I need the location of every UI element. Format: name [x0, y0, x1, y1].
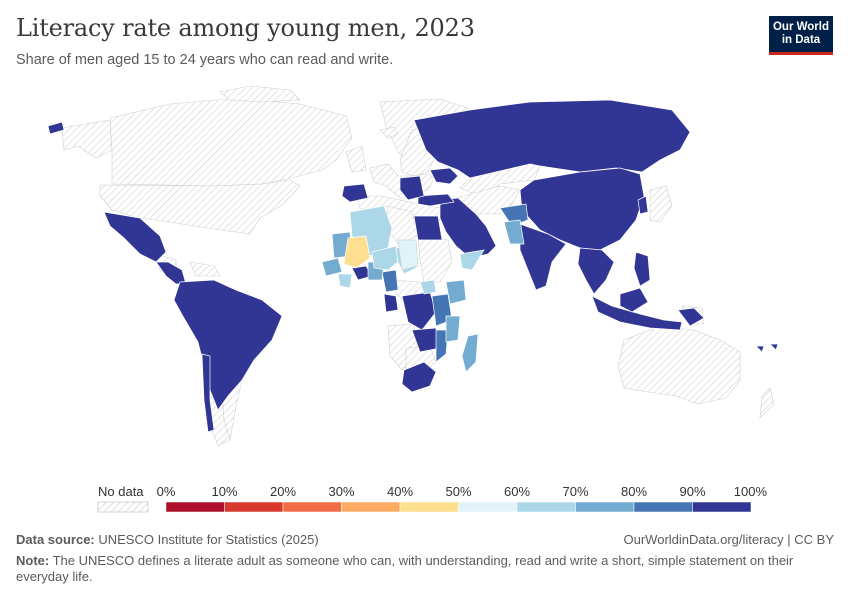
legend-no-data-label: No data	[98, 484, 144, 499]
legend-bin-3[interactable]	[341, 501, 401, 513]
legend-bin-6[interactable]	[516, 501, 576, 513]
region-south-africa[interactable]	[401, 361, 437, 393]
legend-bin-8[interactable]	[633, 501, 693, 513]
region-australia[interactable]	[617, 325, 741, 405]
source-text[interactable]: UNESCO Institute for Statistics (2025)	[94, 532, 319, 547]
region-kenya[interactable]	[419, 279, 437, 295]
logo-line-1: Our World	[772, 21, 829, 33]
legend-bin-1[interactable]	[224, 501, 284, 513]
region-uk[interactable]	[345, 145, 367, 173]
region-new-zealand[interactable]	[759, 387, 775, 419]
legend-bin-4[interactable]	[399, 501, 459, 513]
region-india[interactable]	[519, 223, 567, 291]
region-japan[interactable]	[649, 185, 673, 223]
region-iceland[interactable]	[379, 126, 399, 139]
legend-tick-label: 80%	[621, 484, 647, 499]
region-madagascar[interactable]	[461, 333, 479, 373]
legend-bin-2[interactable]	[282, 501, 342, 513]
chart-subtitle: Share of men aged 15 to 24 years who can…	[16, 52, 394, 68]
region-mozambique[interactable]	[435, 329, 449, 363]
legend-tick-label: 100%	[734, 484, 768, 499]
region-alaska[interactable]	[61, 119, 113, 159]
region-ethiopia[interactable]	[445, 279, 467, 305]
legend-tick-label: 90%	[679, 484, 705, 499]
region-south-america[interactable]	[173, 279, 283, 411]
legend-tick-label: 0%	[157, 484, 176, 499]
legend-no-data-swatch	[97, 501, 149, 513]
region-chile[interactable]	[201, 353, 215, 433]
legend-tick-label: 10%	[211, 484, 237, 499]
region-indonesia[interactable]	[591, 295, 683, 331]
region-southeast-asia[interactable]	[577, 247, 615, 295]
owid-logo[interactable]: Our World in Data	[769, 16, 833, 55]
region-central-america[interactable]	[155, 261, 187, 285]
region-egypt[interactable]	[413, 215, 443, 241]
world-map[interactable]	[0, 80, 850, 480]
credit-link[interactable]: OurWorldinData.org/literacy | CC BY	[623, 532, 834, 547]
region-canada[interactable]	[109, 97, 353, 187]
note-text: The UNESCO defines a literate adult as s…	[16, 553, 794, 584]
region-tanzania[interactable]	[445, 315, 461, 343]
region-cameroon[interactable]	[381, 269, 399, 293]
chart-title: Literacy rate among young men, 2023	[16, 14, 475, 42]
footnote: Note: The UNESCO defines a literate adul…	[16, 553, 806, 585]
data-source: Data source: UNESCO Institute for Statis…	[16, 532, 319, 547]
region-caribbean[interactable]	[189, 261, 221, 277]
legend-bin-9[interactable]	[692, 501, 752, 513]
legend-tick-label: 40%	[387, 484, 413, 499]
region-turkey[interactable]	[417, 193, 455, 207]
region-korea[interactable]	[637, 195, 649, 215]
region-borneo[interactable]	[619, 287, 649, 313]
low-literacy-regions	[343, 235, 371, 269]
region-middle-east[interactable]	[439, 197, 497, 259]
region-mali[interactable]	[343, 235, 371, 269]
source-label: Data source:	[16, 532, 95, 547]
region-senegal[interactable]	[321, 257, 343, 277]
legend-tick-label: 30%	[328, 484, 354, 499]
region-spain[interactable]	[341, 183, 369, 203]
region-aleutian[interactable]	[47, 121, 65, 135]
region-papua-new-guinea[interactable]	[677, 307, 705, 327]
region-somalia[interactable]	[459, 249, 485, 271]
region-russia[interactable]	[413, 99, 691, 179]
legend-bin-5[interactable]	[458, 501, 518, 513]
region-pakistan[interactable]	[503, 219, 525, 245]
legend-tick-label: 20%	[270, 484, 296, 499]
legend-bin-0[interactable]	[165, 501, 225, 513]
region-arctic-islands[interactable]	[219, 85, 301, 103]
legend-tick-label: 70%	[562, 484, 588, 499]
region-pacific-islands[interactable]	[755, 345, 765, 353]
high-literacy-regions	[47, 99, 779, 433]
region-fiji[interactable]	[769, 343, 779, 351]
color-legend: No data 0% 10% 20% 30% 40% 50% 60% 70% 80% 90% 100…	[97, 484, 768, 513]
region-usa[interactable]	[99, 179, 301, 235]
logo-line-2: in Data	[781, 34, 821, 46]
very-light-literacy-regions	[397, 239, 419, 271]
region-niger[interactable]	[371, 245, 401, 271]
region-central-sahel[interactable]	[397, 239, 419, 271]
region-philippines[interactable]	[633, 251, 651, 287]
region-eastern-europe[interactable]	[429, 167, 459, 185]
region-gabon[interactable]	[383, 293, 399, 313]
legend-tick-label: 60%	[504, 484, 530, 499]
region-balkans[interactable]	[399, 175, 425, 201]
legend-tick-label: 50%	[445, 484, 471, 499]
region-sudan[interactable]	[417, 235, 453, 283]
note-label: Note:	[16, 553, 50, 568]
legend-bin-7[interactable]	[575, 501, 635, 513]
region-guinea[interactable]	[337, 273, 353, 289]
region-afghanistan[interactable]	[499, 203, 529, 227]
